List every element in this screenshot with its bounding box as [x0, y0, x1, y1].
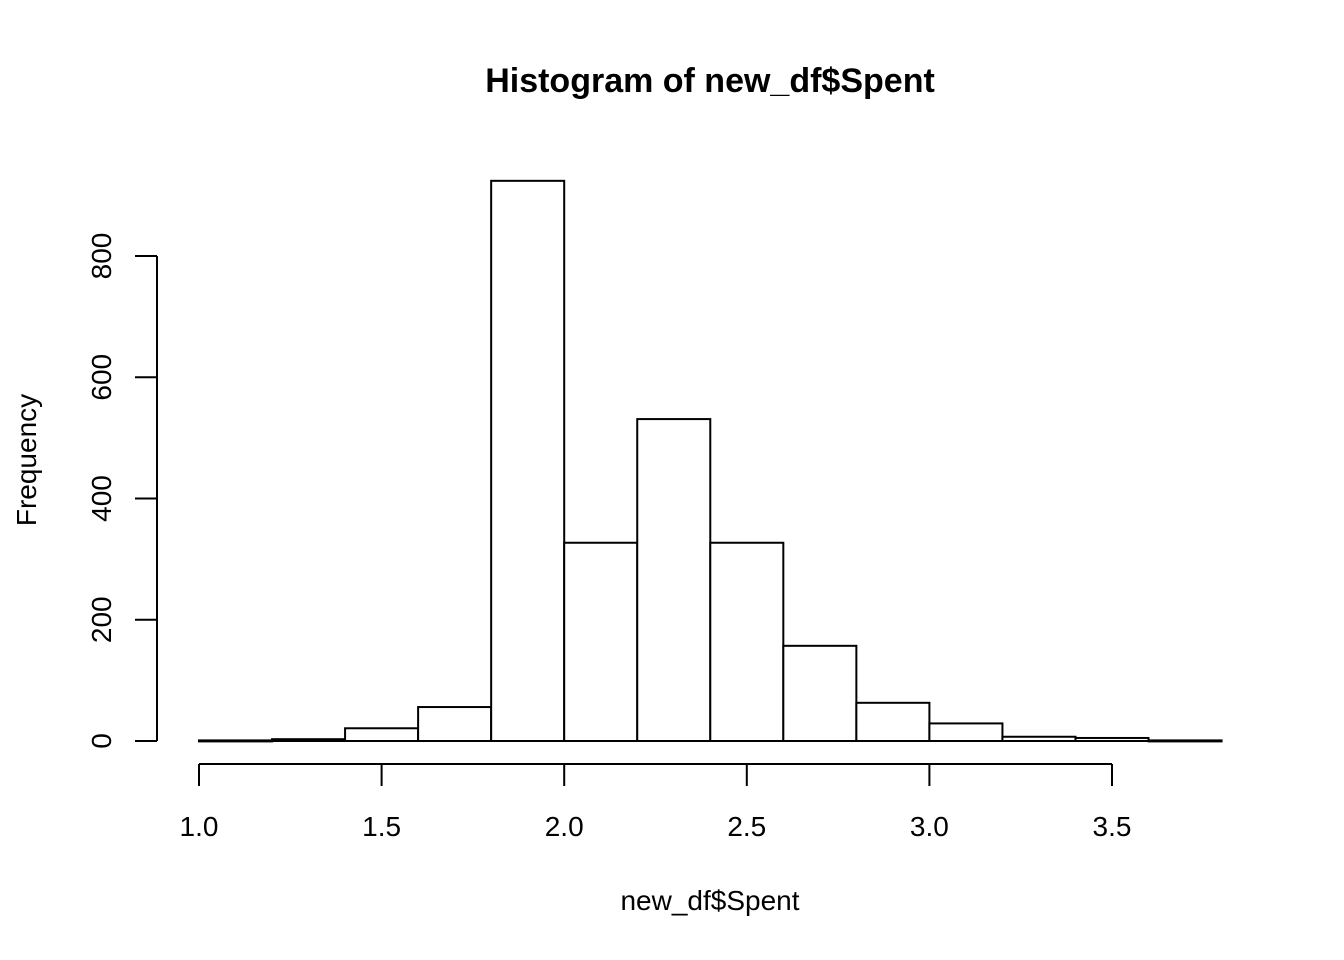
- histogram-bar-9: [782, 644, 858, 742]
- histogram-bar-14: [1147, 739, 1223, 743]
- histogram-bars: [198, 179, 1223, 743]
- y-axis: 0 200 400 600 800: [86, 233, 158, 749]
- histogram-bar-1: [198, 739, 274, 743]
- x-tick-label-5: 3.0: [910, 811, 949, 842]
- y-tick-label-1: 0: [86, 733, 117, 749]
- histogram-bar-7: [636, 418, 712, 742]
- x-axis-label: new_df$Spent: [620, 885, 799, 916]
- chart-title: Histogram of new_df$Spent: [485, 62, 935, 100]
- x-tick-label-6: 3.5: [1093, 811, 1132, 842]
- y-tick-label-3: 400: [86, 475, 117, 522]
- y-tick-label-4: 600: [86, 354, 117, 401]
- histogram-bar-6: [563, 541, 639, 742]
- x-tick-label-4: 2.5: [727, 811, 766, 842]
- histogram-bar-8: [709, 541, 785, 742]
- histogram-bar-12: [1001, 735, 1077, 742]
- histogram-bar-2: [271, 738, 347, 743]
- histogram-bar-4: [417, 706, 493, 742]
- x-tick-label-1: 1.0: [180, 811, 219, 842]
- histogram-bar-3: [344, 727, 420, 742]
- x-tick-label-2: 1.5: [362, 811, 401, 842]
- histogram-bar-10: [855, 701, 931, 743]
- y-tick-label-5: 800: [86, 233, 117, 280]
- y-axis-label: Frequency: [11, 394, 42, 526]
- y-tick-label-2: 200: [86, 596, 117, 643]
- x-axis: 1.0 1.5 2.0 2.5 3.0 3.5: [180, 763, 1132, 842]
- histogram-bar-11: [928, 722, 1004, 743]
- histogram-bar-5: [490, 179, 566, 742]
- histogram-bar-13: [1074, 736, 1150, 742]
- x-tick-label-3: 2.0: [545, 811, 584, 842]
